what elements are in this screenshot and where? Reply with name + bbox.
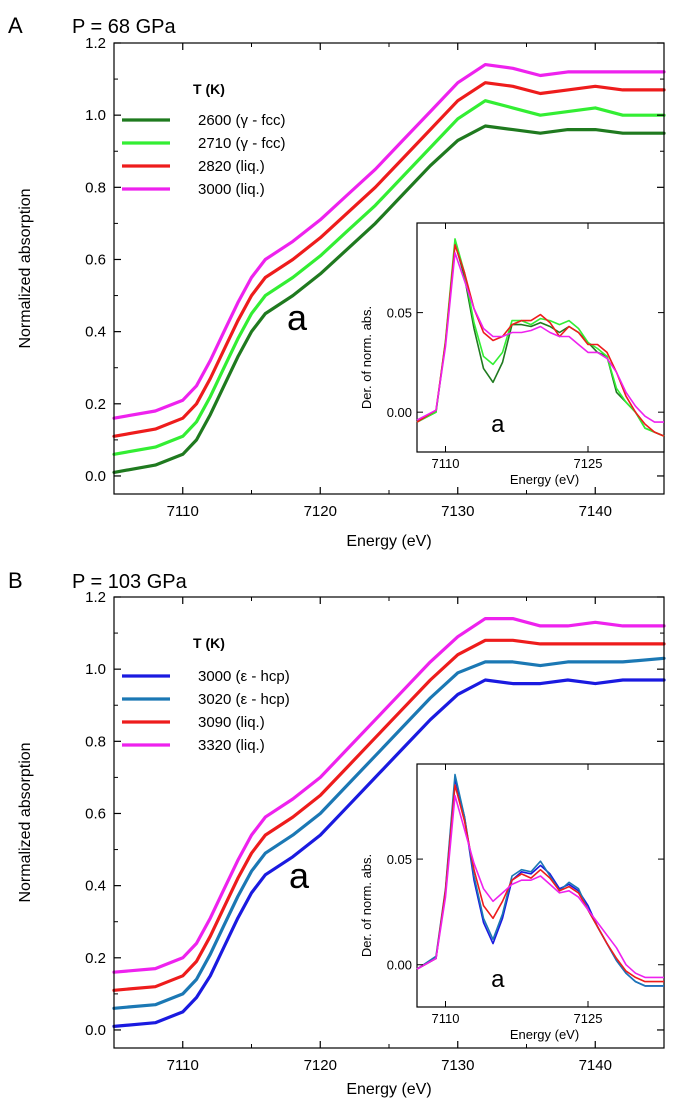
y-tick-label: 0.2 bbox=[85, 396, 106, 413]
legend-title: T (K) bbox=[193, 81, 225, 97]
inset-series-line-3 bbox=[416, 784, 664, 983]
legend-label: 3000 (liq.) bbox=[198, 181, 265, 198]
inset-x-tick-label: 7110 bbox=[432, 456, 460, 471]
legend-label: 2710 (γ - fcc) bbox=[198, 135, 286, 152]
inset-y-tick-label: 0.00 bbox=[387, 405, 412, 420]
y-tick-label: 0.2 bbox=[85, 950, 106, 967]
feature-label-a: a bbox=[289, 855, 310, 896]
series-line-3 bbox=[112, 81, 666, 438]
pressure-title: P = 68 GPa bbox=[72, 16, 176, 38]
inset-y-tick-label: 0.00 bbox=[387, 958, 412, 973]
panel-letter: B bbox=[8, 568, 23, 593]
panel-letter: A bbox=[8, 13, 23, 38]
series-line-4 bbox=[112, 62, 666, 420]
y-axis-title: Normalized absorption bbox=[17, 188, 34, 348]
y-tick-label: 0.8 bbox=[85, 733, 106, 750]
y-tick-label: 0.4 bbox=[85, 878, 106, 895]
inset-series-line-4 bbox=[416, 794, 664, 979]
inset-series-line-4 bbox=[416, 252, 664, 423]
inset-series-line-3 bbox=[416, 244, 665, 437]
inset-feature-label-a: a bbox=[491, 966, 505, 993]
x-tick-label: 7120 bbox=[304, 503, 337, 520]
inset-x-tick-label: 7110 bbox=[432, 1011, 460, 1026]
y-axis-title: Normalized absorption bbox=[17, 742, 34, 902]
x-tick-label: 7140 bbox=[579, 1057, 612, 1074]
x-tick-label: 7120 bbox=[304, 1057, 337, 1074]
inset-feature-label-a: a bbox=[491, 411, 505, 438]
inset-plot: 7110 7125 0.00 0.05 Energy (eV) Der. of norm.… bbox=[359, 222, 665, 487]
y-tick-label: 0.6 bbox=[85, 251, 106, 268]
x-axis-title: Energy (eV) bbox=[346, 1081, 431, 1098]
series-line-1 bbox=[112, 678, 666, 1028]
pressure-title: P = 103 GPa bbox=[72, 571, 188, 593]
y-tick-label: 0.0 bbox=[85, 468, 106, 485]
inset-y-tick-label: 0.05 bbox=[387, 306, 412, 321]
inset-y-axis-title: Der. of norm. abs. bbox=[359, 854, 374, 957]
feature-label-a: a bbox=[287, 297, 308, 338]
inset-plot: 7110 7125 0.00 0.05 Energy (eV) Der. of norm.… bbox=[359, 763, 665, 1042]
inset-x-axis-title: Energy (eV) bbox=[510, 472, 579, 487]
inset-y-tick-label: 0.05 bbox=[387, 852, 412, 867]
inset-x-tick-label: 7125 bbox=[574, 1011, 603, 1026]
x-axis-title: Energy (eV) bbox=[346, 533, 431, 550]
legend-label: 2600 (γ - fcc) bbox=[198, 112, 286, 129]
y-tick-label: 1.2 bbox=[85, 589, 106, 606]
y-tick-label: 1.0 bbox=[85, 661, 106, 678]
y-tick-label: 0.8 bbox=[85, 179, 106, 196]
series-line-1 bbox=[112, 124, 666, 474]
y-tick-label: 1.0 bbox=[85, 107, 106, 124]
y-tick-label: 1.2 bbox=[85, 35, 106, 52]
legend-title: T (K) bbox=[193, 635, 225, 651]
legend-label: 3090 (liq.) bbox=[198, 714, 265, 731]
legend-label: 3320 (liq.) bbox=[198, 737, 265, 754]
series-line-4 bbox=[112, 617, 666, 974]
x-tick-label: 7110 bbox=[167, 1057, 199, 1074]
panel-a: A P = 68 GPa 7110 7120 7130 7140 0.0 0.2 0.4 0.6 0… bbox=[8, 13, 666, 550]
x-tick-label: 7130 bbox=[441, 503, 474, 520]
legend-label: 3000 (ε - hcp) bbox=[198, 668, 290, 685]
panel-b: B P = 103 GPa 7110 7120 7130 7140 0.0 0.2 0.4 0.6… bbox=[8, 568, 666, 1098]
inset-x-axis-title: Energy (eV) bbox=[510, 1027, 579, 1042]
y-tick-label: 0.6 bbox=[85, 805, 106, 822]
legend-label: 3020 (ε - hcp) bbox=[198, 691, 290, 708]
series-line-3 bbox=[112, 638, 666, 992]
inset-y-axis-title: Der. of norm. abs. bbox=[359, 306, 374, 409]
y-tick-label: 0.0 bbox=[85, 1022, 106, 1039]
x-tick-label: 7110 bbox=[167, 503, 199, 520]
legend-label: 2820 (liq.) bbox=[198, 158, 265, 175]
inset-x-tick-label: 7125 bbox=[574, 456, 603, 471]
y-tick-label: 0.4 bbox=[85, 324, 106, 341]
x-tick-label: 7130 bbox=[441, 1057, 474, 1074]
series-line-2 bbox=[112, 656, 666, 1010]
series-line-2 bbox=[112, 99, 666, 456]
x-tick-label: 7140 bbox=[579, 503, 612, 520]
